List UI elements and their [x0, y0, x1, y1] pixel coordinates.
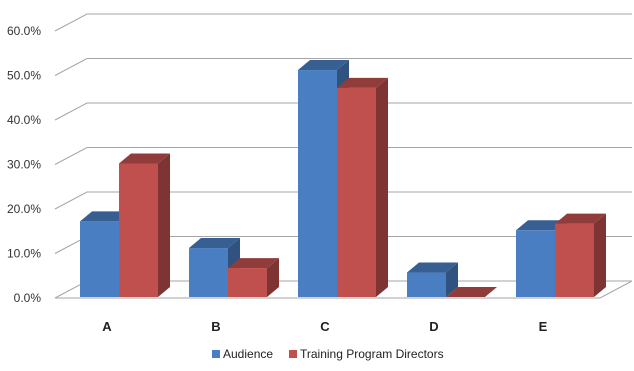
legend-label: Audience: [223, 347, 273, 361]
y-tick-label: 30.0%: [7, 158, 41, 172]
legend-swatch: [212, 350, 220, 358]
x-category-label: C: [320, 319, 330, 334]
bars: [80, 60, 606, 297]
legend-swatch: [289, 350, 297, 358]
bar-E-directors: [555, 213, 606, 297]
bar-A-directors: [119, 153, 170, 297]
y-axis-tick-labels: 0.0% 10.0% 20.0% 30.0% 40.0% 50.0% 60.0%: [7, 24, 41, 305]
gridline: [54, 58, 632, 76]
y-tick-label: 10.0%: [7, 247, 41, 261]
gridlines: [54, 13, 633, 299]
y-tick-label: 0.0%: [14, 291, 42, 305]
gridline: [54, 102, 632, 121]
bar-C-directors: [337, 77, 388, 297]
x-category-label: E: [539, 319, 548, 334]
bar-D-directors: [446, 287, 497, 297]
y-tick-label: 50.0%: [7, 69, 41, 83]
gridline: [54, 13, 632, 32]
y-tick-label: 20.0%: [7, 202, 41, 216]
y-tick-label: 60.0%: [7, 24, 41, 38]
x-category-label: A: [102, 319, 112, 334]
legend: Audience Training Program Directors: [212, 347, 444, 361]
floor-right-edge: [599, 280, 633, 299]
y-tick-label: 40.0%: [7, 113, 41, 127]
x-category-label: D: [429, 319, 438, 334]
x-category-label: B: [211, 319, 220, 334]
bar-D-audience: [407, 262, 458, 297]
legend-label: Training Program Directors: [300, 347, 444, 361]
bar-B-directors: [228, 258, 279, 297]
x-axis-category-labels: A B C D E: [102, 319, 547, 334]
gridline: [54, 191, 632, 210]
gridline: [54, 147, 632, 165]
